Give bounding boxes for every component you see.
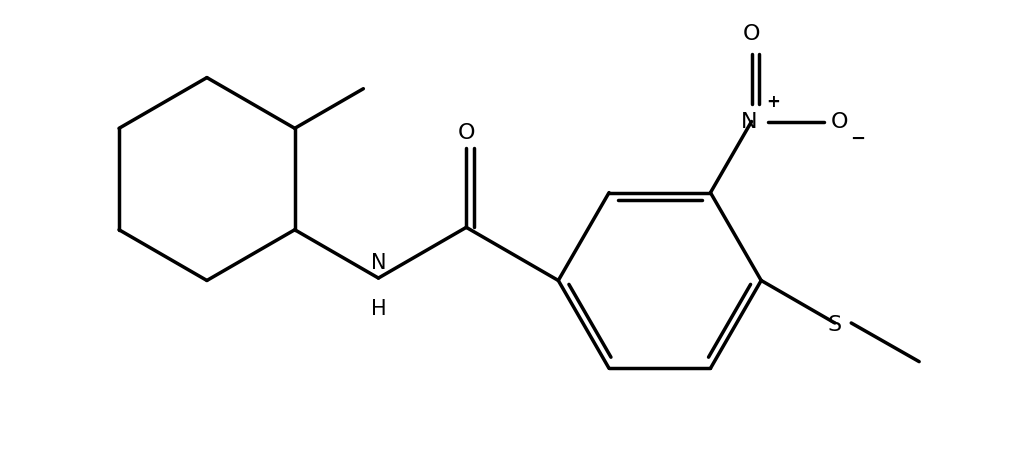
Text: O: O xyxy=(458,123,475,143)
Text: N: N xyxy=(741,111,757,131)
Text: H: H xyxy=(370,299,386,319)
Text: O: O xyxy=(742,24,759,44)
Text: N: N xyxy=(370,253,386,273)
Text: −: − xyxy=(850,130,864,148)
Text: +: + xyxy=(765,93,779,111)
Text: S: S xyxy=(827,315,841,335)
Text: O: O xyxy=(829,111,848,131)
